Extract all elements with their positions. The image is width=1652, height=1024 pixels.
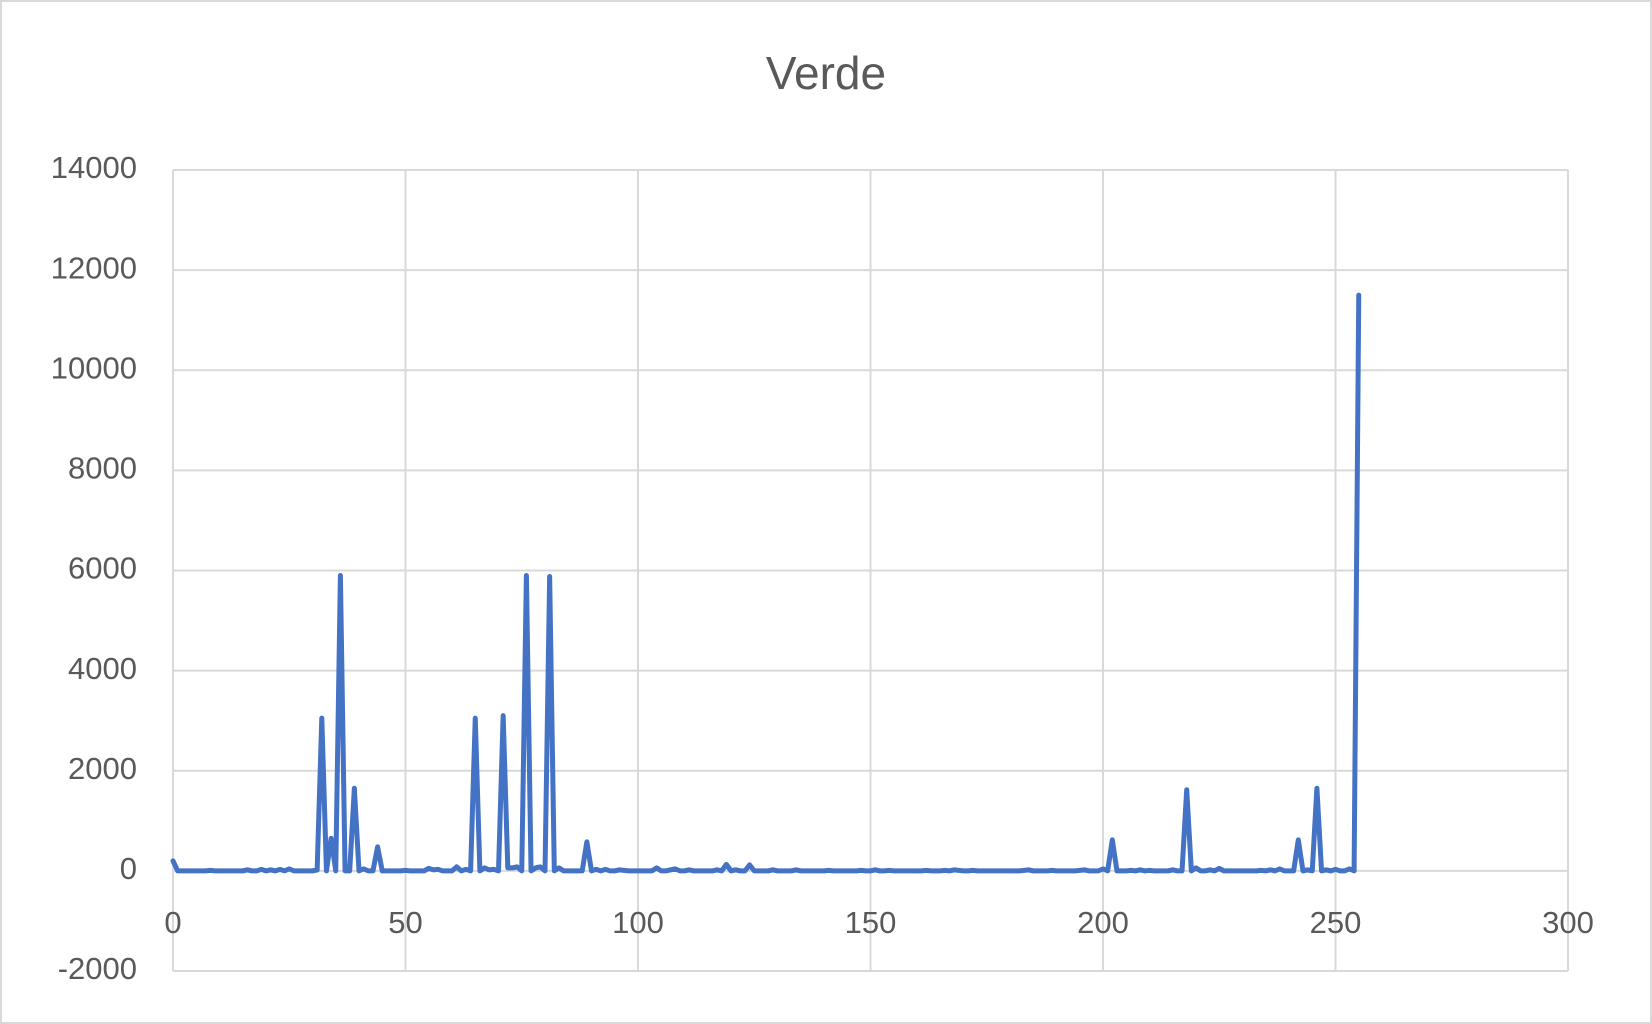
data-line xyxy=(170,292,1362,874)
y-tick-label: 0 xyxy=(120,851,137,886)
x-tick-label: 200 xyxy=(1077,905,1129,940)
x-tick-label: 250 xyxy=(1310,905,1362,940)
x-tick-label: 50 xyxy=(388,905,422,940)
x-tick-label: 300 xyxy=(1542,905,1594,940)
chart-title: Verde xyxy=(766,47,886,99)
y-tick-label: 2000 xyxy=(68,751,137,786)
y-tick-label: -2000 xyxy=(58,951,137,986)
y-tick-label: 10000 xyxy=(51,350,137,385)
y-tick-label: 6000 xyxy=(68,551,137,586)
y-tick-label: 4000 xyxy=(68,651,137,686)
y-tick-label: 8000 xyxy=(68,451,137,486)
y-tick-label: 14000 xyxy=(51,150,137,185)
x-tick-label: 100 xyxy=(612,905,664,940)
y-tick-label: 12000 xyxy=(51,250,137,285)
x-tick-label: 150 xyxy=(845,905,897,940)
x-tick-label: 0 xyxy=(164,905,181,940)
